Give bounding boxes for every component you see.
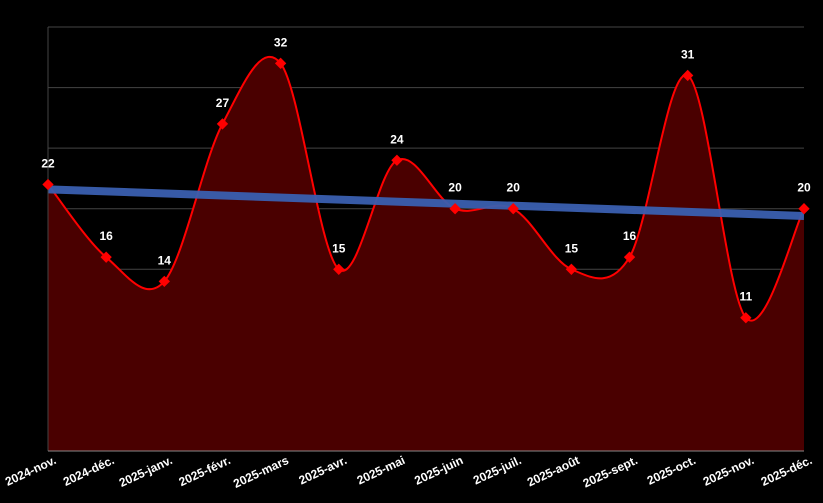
x-tick-label: 2025-nov. [701,453,756,489]
data-point-marker [449,203,461,215]
x-tick-label: 2025-sept. [581,453,640,490]
data-point-marker [333,263,345,275]
data-label: 31 [681,47,695,61]
data-label: 15 [332,241,346,255]
series-line [47,55,805,322]
x-tick-label: 2025-févr. [177,453,233,489]
data-markers [42,57,810,324]
x-tick-label: 2025-déc. [759,453,814,489]
x-tick-label: 2025-juil. [471,453,523,487]
data-label: 16 [99,229,113,243]
data-point-marker [798,203,810,215]
x-tick-label: 2025-août [525,453,582,489]
data-labels: 22 16 14 27 32 15 24 20 20 15 16 31 11 20 [41,35,811,303]
data-label: 20 [797,181,811,195]
data-point-marker [391,154,403,166]
x-tick-label: 2024-nov. [3,453,58,489]
x-tick-labels: 2024-nov. 2024-déc. 2025-janv. 2025-févr.20… [3,453,814,491]
data-label: 15 [565,241,579,255]
data-point-marker [158,275,170,288]
data-label: 14 [158,253,172,267]
x-tick-label: 2024-déc. [61,453,116,489]
data-label: 27 [216,96,230,110]
data-point-marker [740,312,752,324]
data-label: 32 [274,35,288,49]
x-tick-label: 2025-oct. [645,453,698,488]
data-label: 20 [448,181,462,195]
series-area [48,56,804,452]
trend-line [47,185,805,220]
data-label: 22 [41,156,55,170]
x-tick-label: 2025-janv. [117,453,175,490]
data-label: 16 [623,229,637,243]
data-point-marker [507,203,519,215]
data-point-marker [100,251,112,263]
data-point-marker [565,263,578,275]
x-tick-label: 2025-avr. [297,453,349,487]
data-label: 24 [390,132,404,146]
x-tick-label: 2025-juin [412,453,465,488]
x-tick-label: 2025-mars [231,453,291,491]
data-label: 20 [507,181,521,195]
data-label: 11 [740,290,753,304]
x-tick-label: 2025-mai [355,453,407,487]
data-point-marker [42,178,54,191]
